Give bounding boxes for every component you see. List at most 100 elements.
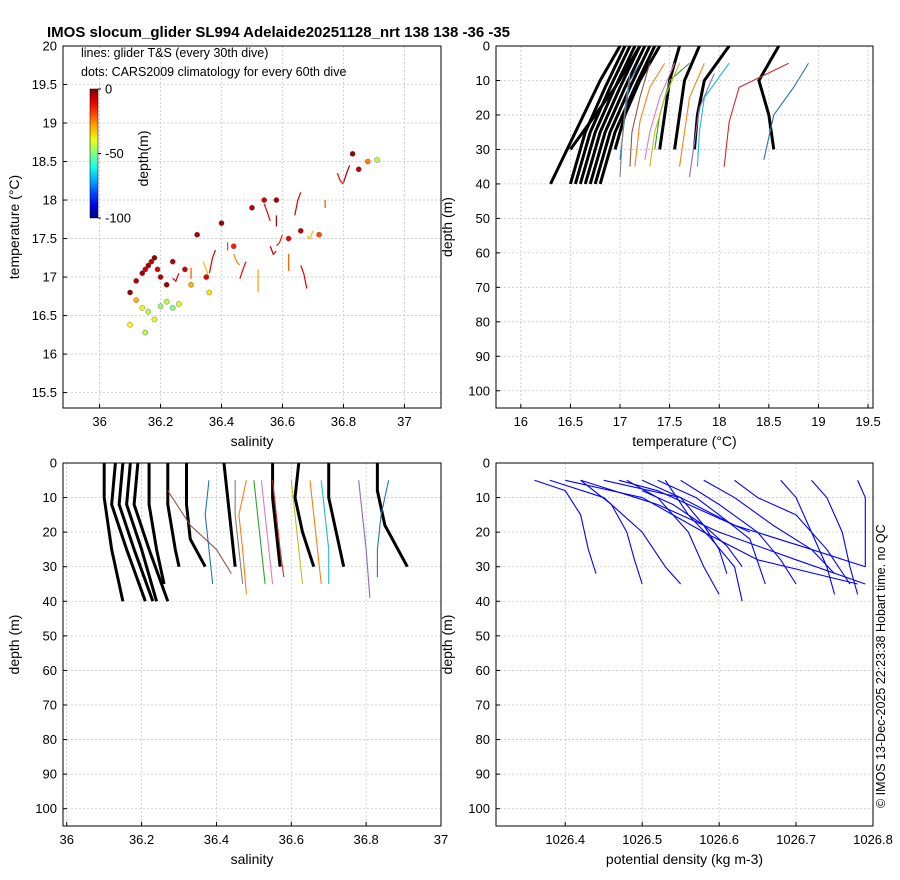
annotation-text: lines: glider T&S (every 30th dive)	[81, 46, 268, 60]
x-tick-label: 17	[613, 414, 627, 429]
climatology-profile-line	[117, 463, 155, 602]
climatology-profile-line	[673, 46, 701, 150]
colorbar-tick-label: -100	[105, 211, 131, 226]
glider-profile-line	[678, 63, 705, 167]
glider-profile-line	[580, 479, 866, 585]
y-tick-label: 16	[43, 347, 57, 362]
climatology-dot	[163, 298, 170, 305]
glider-ts-line	[336, 172, 344, 185]
y-tick-label: 80	[43, 732, 57, 747]
glider-profile-line	[272, 480, 285, 578]
glider-ts-line	[306, 230, 314, 240]
climatology-profile-line	[583, 46, 642, 185]
glider-profile-line	[320, 480, 330, 584]
climatology-profile-line	[293, 463, 316, 568]
glider-profile-line	[763, 62, 809, 160]
y-tick-label: 0	[483, 39, 490, 54]
climatology-dot	[169, 258, 176, 265]
glider-profile-line	[376, 480, 390, 578]
climatology-dot	[151, 316, 158, 323]
y-axis-label: depth (m)	[439, 197, 455, 257]
climatology-dot	[182, 266, 188, 273]
x-tick-label: 1026.7	[776, 832, 816, 847]
climatology-dot	[285, 235, 292, 242]
glider-profile-line	[644, 63, 676, 160]
density-profile: 1026.4 1026.5 1026.6 1026.7 1026.8 0 10 20 30 40 5…	[439, 456, 893, 868]
x-tick-label: 36.4	[209, 414, 234, 429]
climatology-dot	[163, 281, 170, 288]
glider-profile-line	[780, 479, 836, 595]
glider-ts-line	[276, 234, 284, 247]
x-tick-label: 36.2	[148, 414, 173, 429]
y-tick-label: 40	[476, 594, 490, 609]
y-tick-label: 20	[476, 525, 490, 540]
y-tick-label: 100	[468, 801, 490, 816]
x-tick-label: 36.4	[204, 832, 229, 847]
climatology-dot	[316, 231, 322, 238]
y-tick-label: 80	[476, 314, 490, 329]
y-tick-label: 70	[476, 280, 490, 295]
glider-profile-line	[634, 62, 666, 167]
climatology-profile-line	[569, 46, 642, 151]
climatology-profile-line	[166, 463, 181, 568]
colorbar-label: depth(m)	[135, 130, 151, 186]
x-axis-label: potential density (kg m-3)	[606, 851, 763, 867]
climatology-dot	[151, 255, 158, 261]
glider-profile-line	[204, 480, 214, 585]
climatology-dot	[148, 258, 155, 265]
y-tick-label: 18.5	[32, 154, 57, 169]
climatology-dot	[157, 303, 164, 310]
climatology-profile-line	[593, 46, 652, 185]
plot-frame	[62, 45, 442, 409]
climatology-dot	[206, 289, 213, 296]
climatology-dot	[139, 305, 146, 311]
y-tick-label: 100	[468, 383, 490, 398]
y-tick-label: 90	[476, 349, 490, 364]
annotation-text: dots: CARS2009 climatology for every 60t…	[81, 65, 346, 79]
plot-frame	[495, 45, 874, 409]
climatology-dot	[154, 266, 161, 273]
climatology-dot	[142, 329, 149, 336]
colorbar	[89, 88, 99, 219]
credit-text: © IMOS 13-Dec-2025 22:23:38 Hobart time.…	[874, 524, 888, 808]
glider-profile-line	[253, 480, 266, 585]
x-axis-label: salinity	[231, 433, 274, 449]
climatology-dot	[203, 274, 210, 280]
climatology-profile-line	[125, 463, 159, 602]
glider-profile-line	[549, 479, 682, 585]
y-tick-label: 70	[43, 698, 57, 713]
y-tick-label: 20	[43, 525, 57, 540]
glider-profile-line	[664, 479, 743, 602]
x-tick-label: 37	[434, 832, 448, 847]
glider-ts-line	[233, 253, 241, 266]
plot-area	[549, 46, 809, 185]
y-tick-label: 100	[35, 801, 57, 816]
glider-profile-line	[703, 479, 835, 575]
glider-ts-line	[342, 165, 351, 183]
y-tick-label: 80	[476, 732, 490, 747]
y-tick-label: 40	[43, 594, 57, 609]
climatology-profile-line	[185, 463, 207, 568]
climatology-dot	[374, 157, 380, 163]
y-tick-label: 19.5	[32, 77, 57, 92]
glider-profile-line	[696, 62, 730, 167]
ts-diagram: 36 36.2 36.4 36.6 36.8 37 15.5 16 16.5 17 17.5 18 18…	[6, 39, 442, 449]
glider-profile-line	[234, 480, 244, 585]
x-tick-label: 36.8	[353, 832, 378, 847]
plot-area	[127, 151, 380, 336]
x-tick-label: 36.2	[129, 832, 154, 847]
y-tick-label: 10	[43, 490, 57, 505]
climatology-profile-line	[613, 46, 661, 150]
climatology-dot	[142, 266, 149, 273]
glider-profile-line	[309, 480, 322, 585]
x-tick-label: 16	[514, 414, 528, 429]
y-tick-label: 18	[43, 193, 57, 208]
glider-profile-line	[649, 63, 681, 167]
glider-profile-line	[618, 479, 751, 533]
glider-ts-line	[239, 261, 247, 279]
y-axis-label: depth (m)	[6, 615, 22, 675]
y-axis-label: depth (m)	[439, 615, 455, 675]
y-tick-label: 19	[43, 116, 57, 131]
glider-profile-line	[811, 479, 859, 595]
